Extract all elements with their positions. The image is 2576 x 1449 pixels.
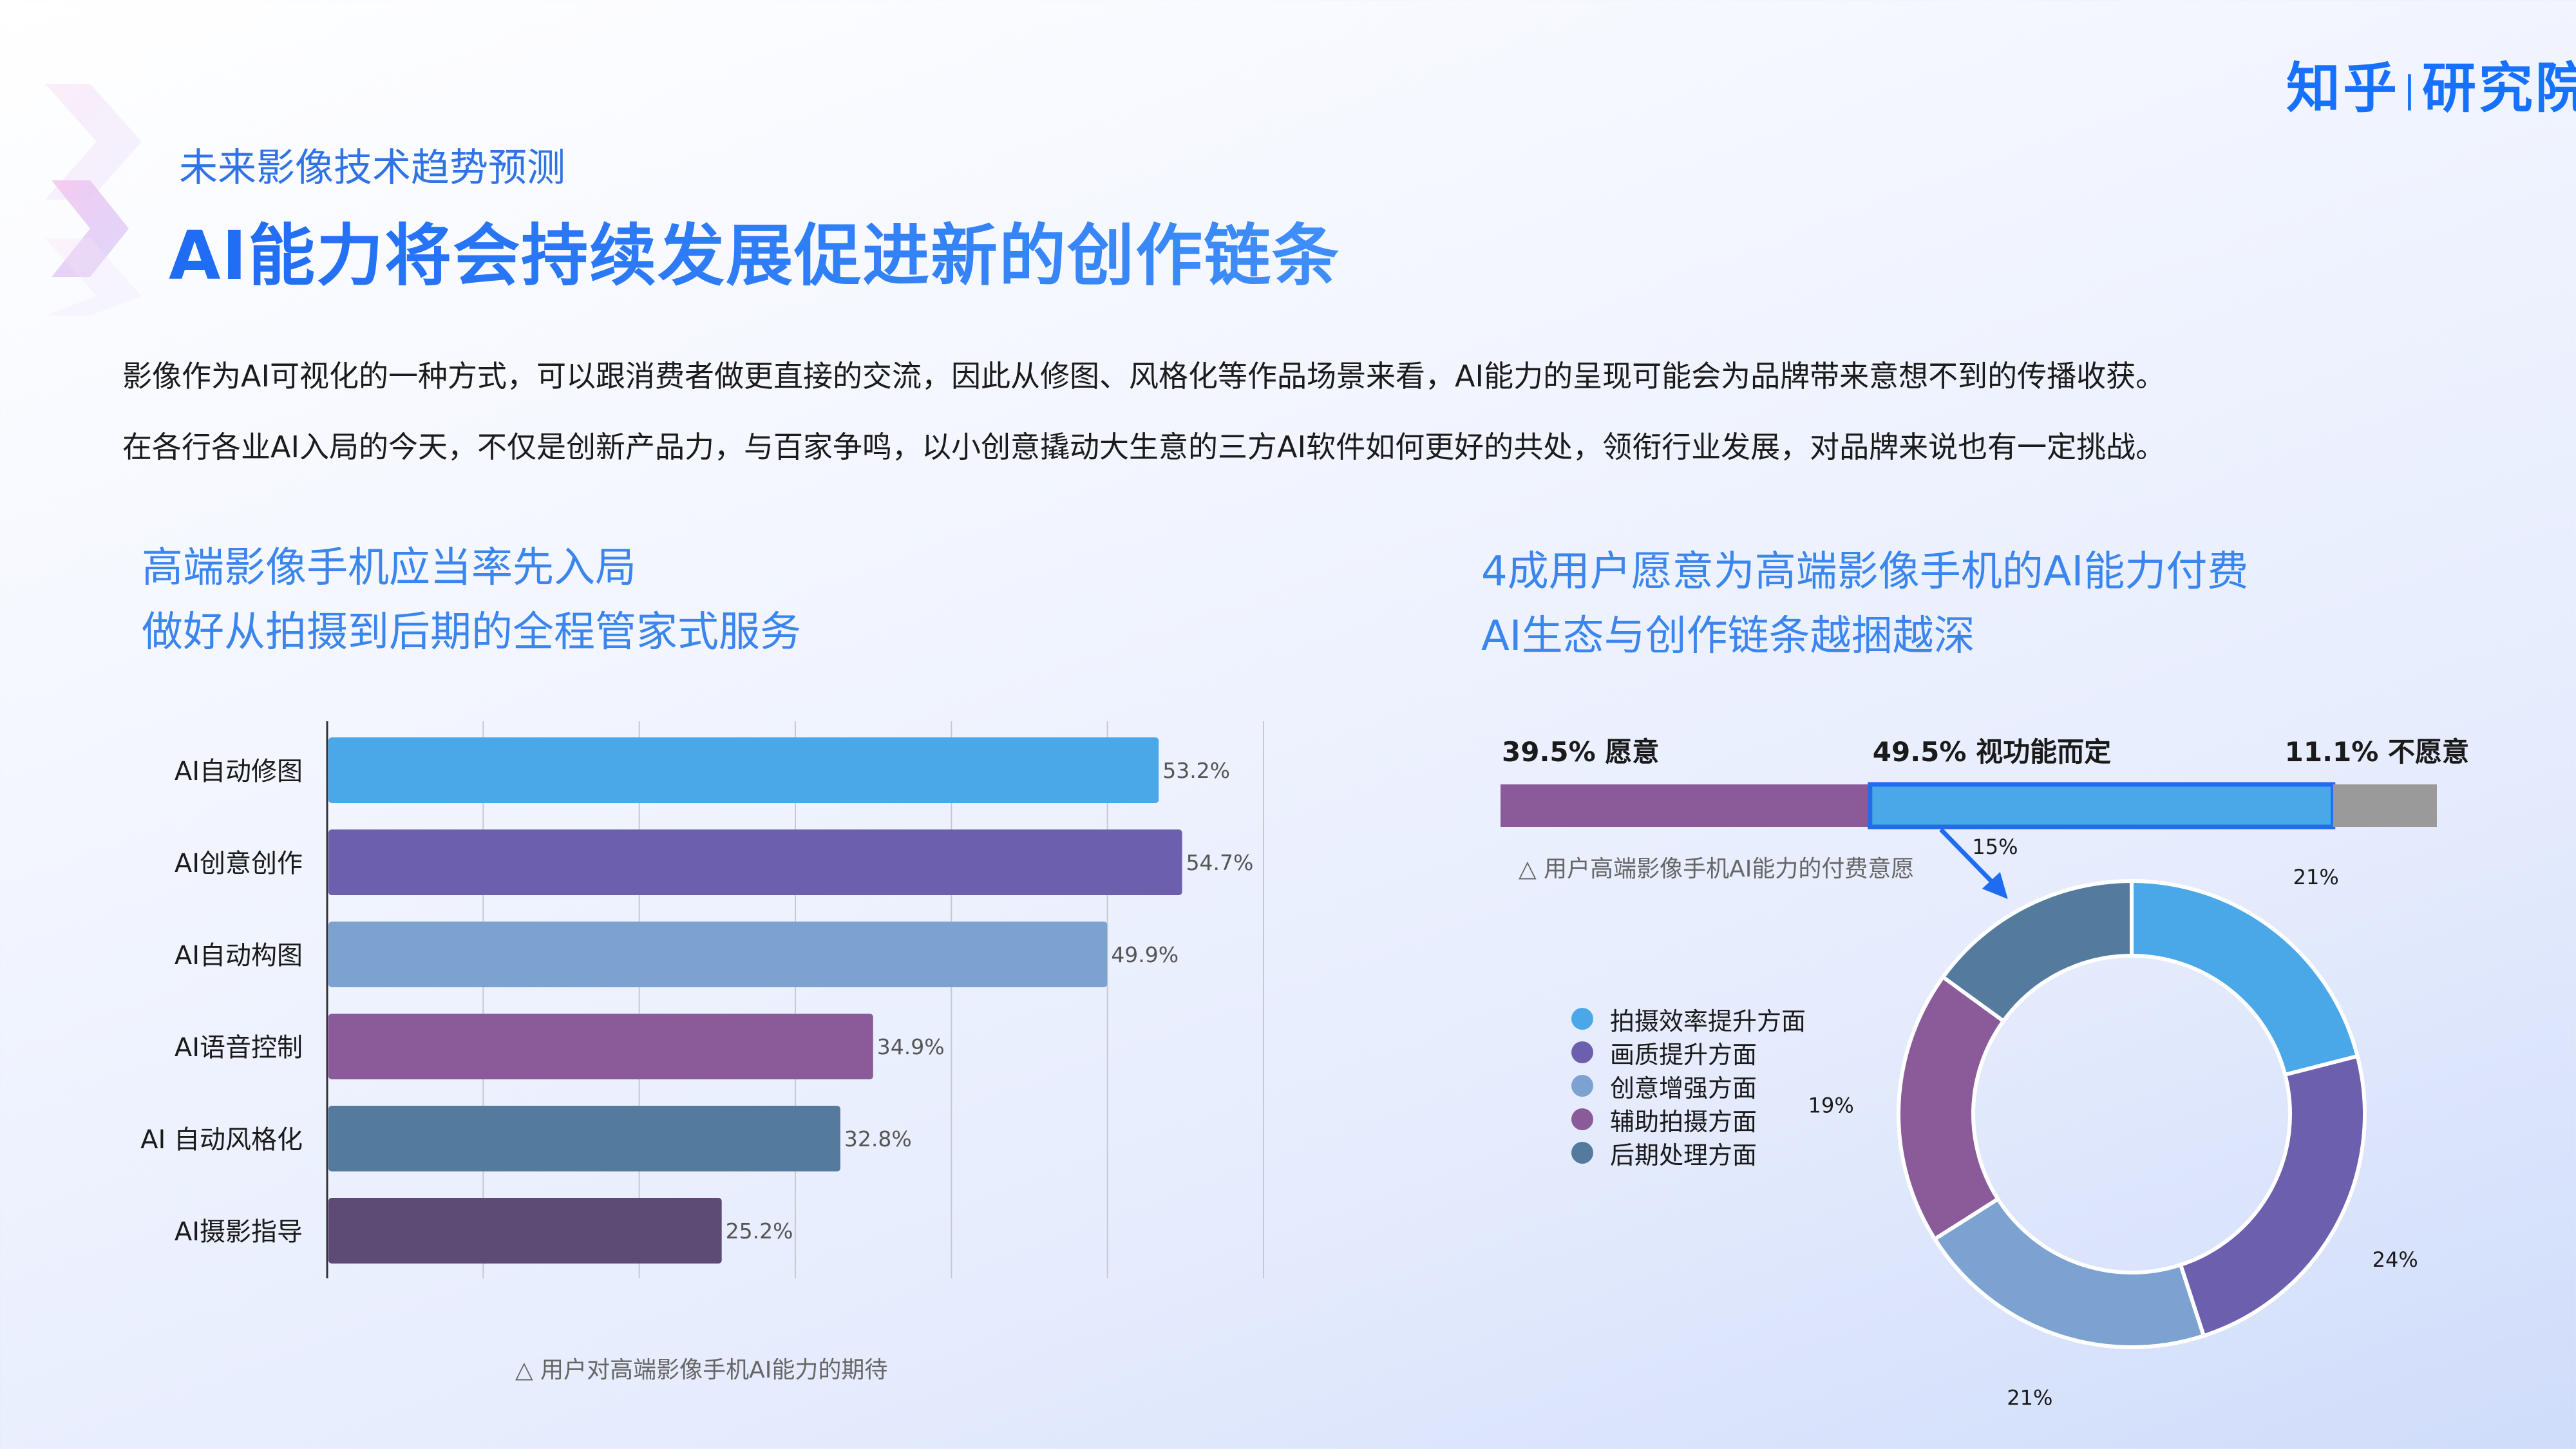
legend-swatch-icon <box>1571 1142 1593 1164</box>
stacked-segment-2 <box>1868 782 2336 829</box>
bar-value-label: 49.9% <box>1111 942 1179 967</box>
bar-value-label: 34.9% <box>877 1034 945 1059</box>
bar-category-label: AI语音控制 <box>175 1033 303 1063</box>
bar-5 <box>328 1106 840 1171</box>
segment-label-unwilling: 11.1% 不愿意 <box>2285 736 2469 768</box>
donut-slice-2 <box>2178 1054 2367 1339</box>
stacked-segment-3 <box>2333 784 2437 827</box>
bar-value-label: 54.7% <box>1186 850 1254 875</box>
donut-value-label: 19% <box>1808 1093 1854 1117</box>
donut-slice-5 <box>1940 878 2134 1024</box>
legend-label: 拍摄效率提升方面 <box>1610 1007 1806 1036</box>
legend-label: 画质提升方面 <box>1610 1040 1757 1069</box>
left-section-heading-2: 做好从拍摄到后期的全程管家式服务 <box>142 609 801 656</box>
bar-value-label: 25.2% <box>726 1218 793 1244</box>
legend-swatch-icon <box>1571 1008 1593 1030</box>
bar-1 <box>328 737 1159 803</box>
legend-swatch-icon <box>1571 1041 1593 1063</box>
page-subtitle: 未来影像技术趋势预测 <box>179 146 565 191</box>
donut-legend: 拍摄效率提升方面 画质提升方面 创意增强方面 辅助拍摄方面 后期处理方面 <box>1571 1002 1806 1170</box>
donut-slice-1 <box>2130 878 2360 1077</box>
legend-swatch-icon <box>1571 1108 1593 1130</box>
bar-value-label: 32.8% <box>844 1126 912 1151</box>
bar-3 <box>328 922 1108 987</box>
donut-value-label: 15% <box>1972 837 2018 859</box>
bar-value-label: 53.2% <box>1162 758 1230 783</box>
legend-label: 辅助拍摄方面 <box>1610 1107 1757 1136</box>
legend-item: 后期处理方面 <box>1571 1136 1806 1170</box>
legend-swatch-icon <box>1571 1075 1593 1097</box>
bar-2 <box>328 829 1182 895</box>
legend-item: 辅助拍摄方面 <box>1571 1103 1806 1136</box>
left-section-heading-1: 高端影像手机应当率先入局 <box>142 544 636 592</box>
page-title: AI能力将会持续发展促进新的创作链条 <box>169 201 1340 298</box>
zhihu-research-logo: 知乎 |研究院 <box>2286 45 2576 123</box>
right-section-heading-1: 4成用户愿意为高端影像手机的AI能力付费 <box>1481 548 2249 596</box>
legend-label: 后期处理方面 <box>1610 1141 1757 1170</box>
donut-value-label: 24% <box>2372 1247 2418 1272</box>
bar-category-label: AI 自动风格化 <box>140 1125 303 1155</box>
legend-label: 创意增强方面 <box>1610 1074 1757 1103</box>
segment-label-willing: 39.5% 愿意 <box>1502 736 1659 768</box>
ai-expectation-bar-chart: AI自动修图 53.2% AI创意创作 54.7% AI自动构图 49.9% AI语音控制 3… <box>140 721 1264 1278</box>
payment-area-donut-chart: 21% 24% 21% 19% 15% <box>1808 837 2418 1410</box>
segment-label-depends: 49.5% 视功能而定 <box>1873 736 2111 768</box>
stacked-segment-1 <box>1501 784 1870 827</box>
bar-category-label: AI自动修图 <box>175 757 303 786</box>
willingness-caption: △ 用户高端影像手机AI能力的付费意愿 <box>1519 856 1915 882</box>
donut-slice-4 <box>1897 974 2007 1242</box>
legend-item: 创意增强方面 <box>1571 1069 1806 1103</box>
bar-6 <box>328 1198 722 1264</box>
bar-category-label: AI创意创作 <box>175 849 303 878</box>
bar-4 <box>328 1014 873 1079</box>
logo-institute-text: 研究院 <box>2421 57 2576 120</box>
payment-willingness-stacked-bar: 39.5% 愿意 49.5% 视功能而定 11.1% 不愿意 <box>1501 736 2469 899</box>
donut-value-label: 21% <box>2007 1385 2052 1410</box>
logo-separator: | <box>2403 69 2418 111</box>
intro-paragraph-line-1: 影像作为AI可视化的一种方式，可以跟消费者做更直接的交流，因此从修图、风格化等作… <box>122 359 2166 393</box>
pointer-arrow-line <box>1939 828 1994 884</box>
bar-chart-caption: △ 用户对高端影像手机AI能力的期待 <box>515 1357 888 1383</box>
logo-zhihu-text: 知乎 <box>2286 57 2400 120</box>
donut-value-label: 21% <box>2293 865 2339 889</box>
donut-slice-3 <box>1932 1196 2206 1349</box>
bar-category-label: AI自动构图 <box>175 941 303 971</box>
bar-category-label: AI摄影指导 <box>175 1217 303 1247</box>
intro-paragraph-line-2: 在各行各业AI入局的今天，不仅是创新产品力，与百家争鸣，以小创意撬动大生意的三方… <box>122 430 2166 464</box>
pointer-arrow-head-icon <box>1982 872 2008 899</box>
legend-item: 画质提升方面 <box>1571 1036 1806 1069</box>
right-section-heading-2: AI生态与创作链条越捆越深 <box>1481 612 1975 660</box>
decorative-chevron-icon <box>45 84 142 316</box>
legend-item: 拍摄效率提升方面 <box>1571 1002 1806 1036</box>
